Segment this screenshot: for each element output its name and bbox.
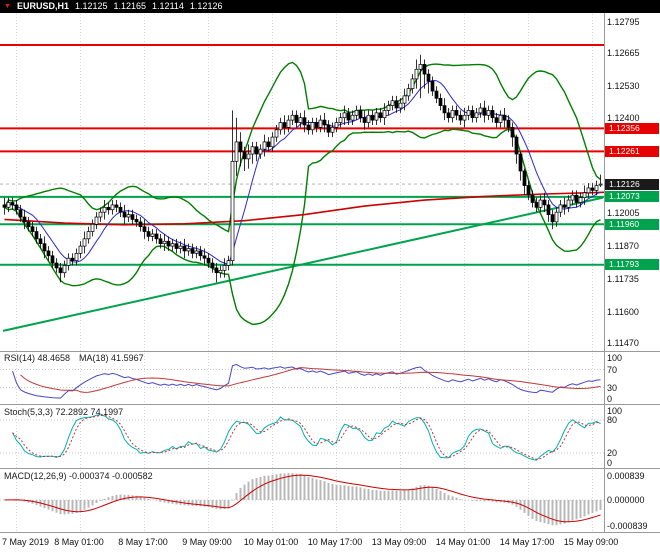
quote-high: 1.12165 [113, 1, 147, 11]
macd-panel-label: MACD(12,26,9) -0.000374 -0.000582 [4, 471, 162, 481]
symbol-period-label: EURUSD,H1 [16, 1, 69, 11]
stoch-panel-label: Stoch(5,3,3) 72.2892 74.1997 [4, 407, 132, 417]
candlestick-series [2, 54, 603, 283]
stoch-d-line [12, 414, 601, 460]
quote-open: 1.12125 [74, 1, 108, 11]
rsi-panel-label: RSI(14) 48.4658 MA(18) 41.5967 [4, 353, 153, 363]
quote-low: 1.12114 [152, 1, 184, 11]
grid-vertical [16, 14, 593, 532]
quote-close: 1.12126 [189, 1, 223, 11]
chart-header: ▼ EURUSD,H1 1.12125 1.12165 1.12114 1.12… [0, 0, 660, 13]
rsi-ma-label: MA(18) 41.5967 [79, 353, 144, 363]
panel-borders [0, 13, 660, 533]
stoch-k-line [12, 414, 601, 461]
stoch-panel-series [12, 414, 601, 461]
macd-panel-series [4, 473, 602, 526]
slow-ma-line [4, 191, 604, 226]
rsi-indicator-label: RSI(14) 48.4658 [4, 353, 71, 363]
stoch-indicator-label: Stoch(5,3,3) 72.2892 74.1997 [4, 407, 124, 417]
macd-signal-line [4, 474, 601, 523]
bollinger-upper-band [3, 61, 601, 233]
trend-line[interactable] [2, 196, 604, 332]
symbol-dropdown-icon[interactable]: ▼ [4, 3, 11, 10]
macd-indicator-label: MACD(12,26,9) -0.000374 -0.000582 [4, 471, 153, 481]
rsi-ma-line [20, 367, 601, 393]
rsi-panel-series [12, 363, 601, 399]
bollinger-lower-band [4, 128, 601, 326]
